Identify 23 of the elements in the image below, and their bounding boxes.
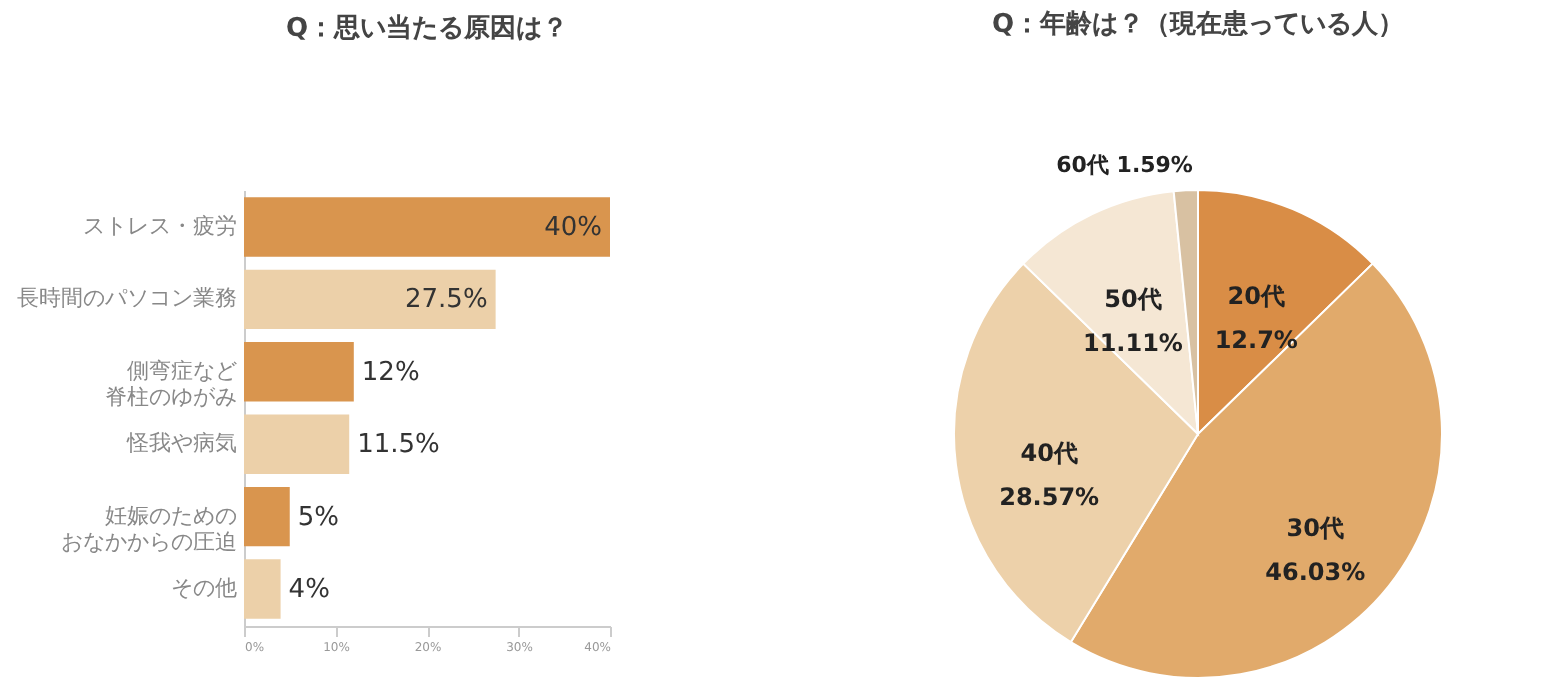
slice-label: 20代 [1227, 281, 1285, 310]
y-tick-label: 側弯症など脊柱のゆがみ [105, 357, 237, 410]
slice-label: 50代 [1104, 284, 1162, 313]
data-label: 11.11% [1082, 328, 1183, 357]
slice-label: 30代 [1286, 513, 1344, 542]
y-tick-label: ストレス・疲労 [83, 212, 237, 239]
data-label: 40% [544, 212, 602, 243]
slice-label: 60代 1.59% [1056, 152, 1193, 179]
y-tick-label: 妊娠のためのおなかからの圧迫 [61, 502, 237, 555]
data-label: 46.03% [1265, 557, 1366, 586]
data-label: 5% [297, 502, 339, 533]
y-tick-label: 怪我や病気 [125, 430, 237, 457]
data-label: 12% [361, 357, 420, 388]
data-label: 12.7% [1214, 325, 1298, 354]
data-label: 11.5% [357, 430, 440, 461]
chart-title: Q：年齢は？（現在患っている人） [991, 8, 1405, 41]
data-label: 28.57% [999, 482, 1100, 511]
chart-title: Q：思い当たる原因は？ [285, 14, 569, 44]
y-tick-label: 長時間のパソコン業務 [17, 285, 237, 312]
data-label: 27.5% [405, 285, 488, 316]
y-tick-label: その他 [171, 575, 237, 602]
slice-label: 40代 [1020, 438, 1078, 467]
data-label: 4% [288, 575, 330, 606]
